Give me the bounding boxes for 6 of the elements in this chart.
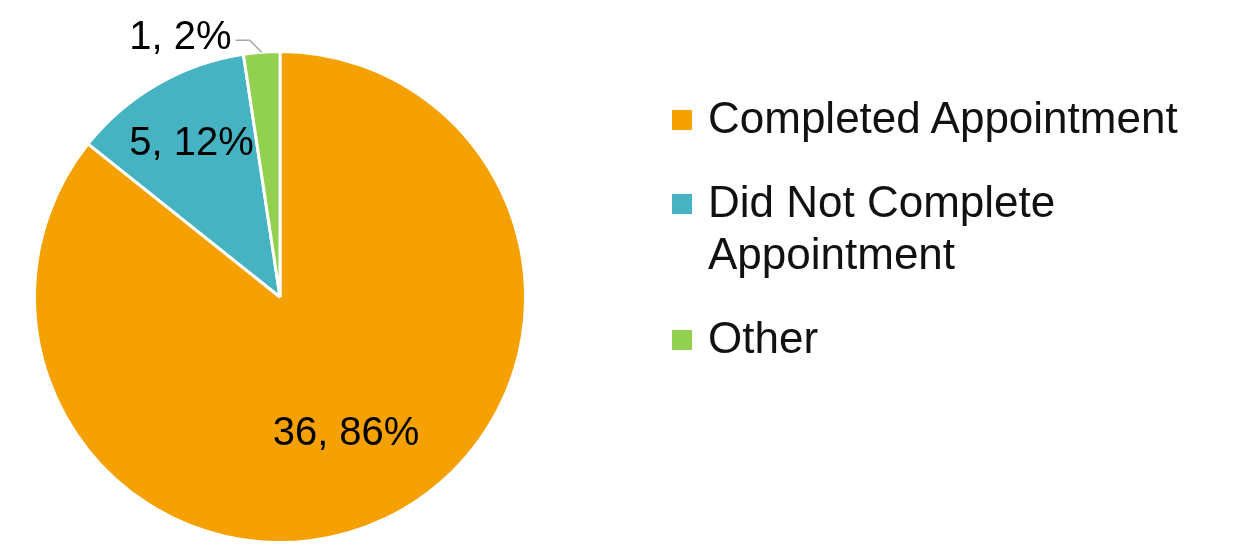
legend-label: Completed Appointment	[708, 92, 1178, 144]
data-label: 5, 12%	[129, 118, 254, 163]
legend-label: Did Not Complete Appointment	[708, 176, 1057, 280]
data-label: 1, 2%	[129, 13, 232, 58]
data-label: 36, 86%	[272, 409, 420, 454]
legend-label: Other	[708, 312, 819, 364]
